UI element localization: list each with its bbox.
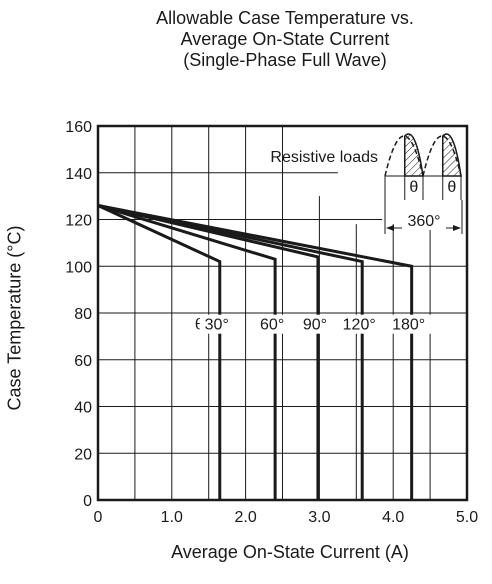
resistive-loads-label: Resistive loads	[270, 149, 378, 166]
series-line-60deg	[97, 204, 277, 500]
y-tick-label: 40	[74, 400, 92, 417]
series-line-90deg	[97, 204, 320, 500]
angle-label-bg	[342, 314, 383, 334]
angle-label-5: 180°	[392, 317, 425, 334]
y-tick-label: 160	[65, 119, 92, 136]
angle-label-3: 90°	[303, 317, 327, 334]
y-tick-label: 140	[65, 166, 92, 183]
period-label: 360°	[407, 213, 440, 230]
x-tick-label: 4.0	[382, 509, 404, 526]
y-tick-label: 120	[65, 213, 92, 230]
x-tick-label: 2.0	[234, 509, 256, 526]
y-tick-label: 100	[65, 259, 92, 276]
angle-label-bg	[199, 314, 240, 334]
x-tick-label: 3.0	[308, 509, 330, 526]
y-tick-label: 0	[83, 493, 92, 510]
y-axis-label: Case Temperature (°C)	[4, 225, 25, 411]
chart-title: Allowable Case Temperature vs. Average O…	[0, 8, 492, 71]
x-tick-label: 0	[94, 509, 103, 526]
period-label-bg	[402, 212, 446, 230]
angle-label-bg	[255, 314, 296, 334]
waveform-hatched-area	[442, 133, 462, 177]
series-layer	[97, 204, 414, 500]
y-tick-label: 80	[74, 306, 92, 323]
plot-frame	[96, 124, 469, 502]
theta-symbol-2: θ	[447, 179, 456, 196]
tick-layer: 0 20 40 60 80 100 120 140 160 0 1.0 2.0 3.0 4.0 5.0	[65, 119, 478, 526]
y-tick-label: 20	[74, 446, 92, 463]
x-tick-label: 5.0	[456, 509, 478, 526]
angle-label-4: 120°	[343, 317, 376, 334]
y-tick-label: 60	[74, 353, 92, 370]
theta-symbol-1: θ	[409, 179, 418, 196]
series-line-180deg	[97, 204, 414, 500]
chart-title-line-1: Allowable Case Temperature vs.	[156, 8, 414, 28]
chart-title-line-3: (Single-Phase Full Wave)	[183, 50, 387, 70]
x-tick-label: 1.0	[161, 509, 183, 526]
angle-label-bg	[391, 314, 432, 334]
series-line-30deg	[97, 204, 222, 500]
waveform-hatched-area	[404, 133, 424, 177]
series-line-120deg	[97, 204, 364, 500]
angle-label-2: 60°	[260, 317, 284, 334]
angle-label-bg	[297, 314, 338, 334]
chart-title-line-2: Average On-State Current	[180, 29, 390, 49]
annotation-layer: θ =30°60°90°120°180°Resistive loadsθθ360…	[195, 133, 463, 334]
angle-label-1: 30°	[205, 317, 229, 334]
x-axis-label: Average On-State Current (A)	[171, 542, 409, 562]
